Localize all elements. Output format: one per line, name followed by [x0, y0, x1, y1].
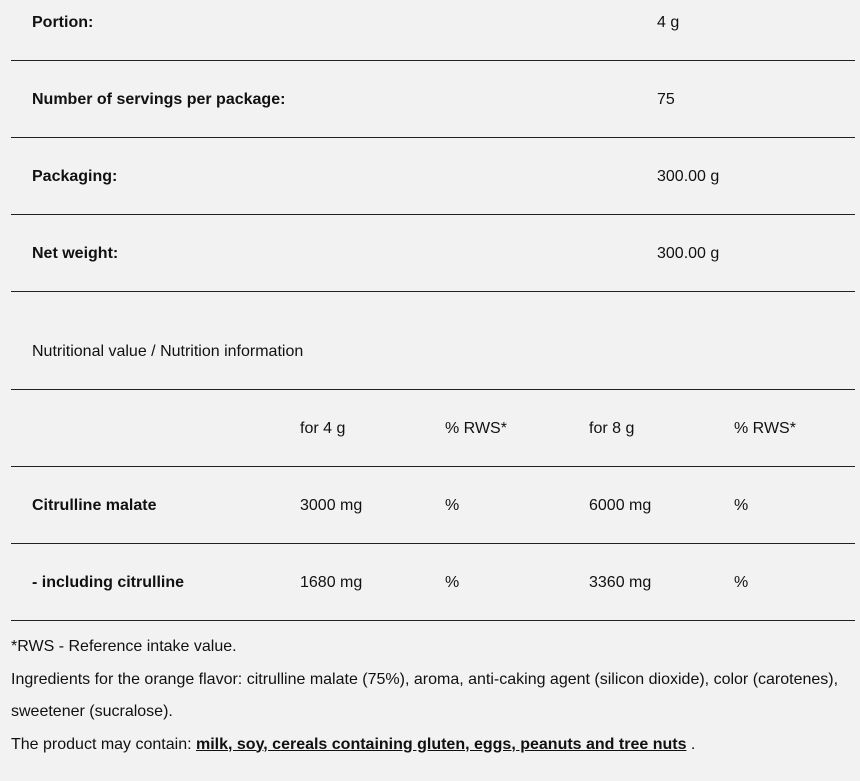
allergen-prefix: The product may contain: — [11, 735, 196, 753]
nutrient-cell: 3360 mg — [589, 574, 652, 591]
product-spec-table: Portion: 4 g Number of servings per pack… — [11, 0, 855, 621]
spec-label: Packaging: — [32, 168, 118, 185]
nutrient-name: Citrulline malate — [32, 497, 157, 514]
nutrient-cell: % — [445, 574, 460, 591]
spec-value: 300.00 g — [657, 168, 720, 185]
spec-label: Number of servings per package: — [32, 91, 286, 108]
nutrient-cell: % — [734, 574, 749, 591]
nutrient-cell: % — [734, 497, 749, 514]
column-header: for 8 g — [589, 420, 635, 437]
rws-note: *RWS - Reference intake value. — [11, 638, 237, 655]
nutrition-header-row: for 4 g % RWS* for 8 g % RWS* — [11, 390, 855, 467]
nutrition-row: - including citrulline 1680 mg % 3360 mg… — [11, 544, 855, 621]
spec-value: 75 — [657, 91, 675, 108]
spec-row-portion: Portion: 4 g — [11, 0, 855, 61]
nutrition-row: Citrulline malate 3000 mg % 6000 mg % — [11, 467, 855, 544]
allergen-suffix: . — [686, 735, 696, 753]
nutrient-cell: 3000 mg — [300, 497, 363, 514]
spec-label: Portion: — [32, 14, 94, 31]
nutrient-name: - including citrulline — [32, 574, 184, 591]
allergens-link[interactable]: milk, soy, cereals containing gluten, eg… — [195, 735, 687, 753]
ingredients-text: Ingredients for the orange flavor: citru… — [11, 670, 839, 721]
spec-row-packaging: Packaging: 300.00 g — [11, 138, 855, 215]
column-header: % RWS* — [445, 420, 507, 437]
spec-value: 4 g — [657, 14, 680, 31]
column-header: for 4 g — [300, 420, 346, 437]
spec-row-net-weight: Net weight: 300.00 g — [11, 215, 855, 292]
nutrition-title: Nutritional value / Nutrition informatio… — [32, 343, 304, 360]
spec-row-servings: Number of servings per package: 75 — [11, 61, 855, 138]
spec-value: 300.00 g — [657, 245, 720, 262]
spec-label: Net weight: — [32, 245, 119, 262]
nutrient-cell: % — [445, 497, 460, 514]
nutrient-cell: 6000 mg — [589, 497, 652, 514]
nutrition-title-row: Nutritional value / Nutrition informatio… — [11, 292, 855, 390]
allergen-note: The product may contain: milk, soy, cere… — [11, 729, 860, 762]
nutrient-cell: 1680 mg — [300, 574, 363, 591]
column-header: % RWS* — [734, 420, 796, 437]
product-notes: *RWS - Reference intake value. Ingredien… — [0, 621, 860, 761]
